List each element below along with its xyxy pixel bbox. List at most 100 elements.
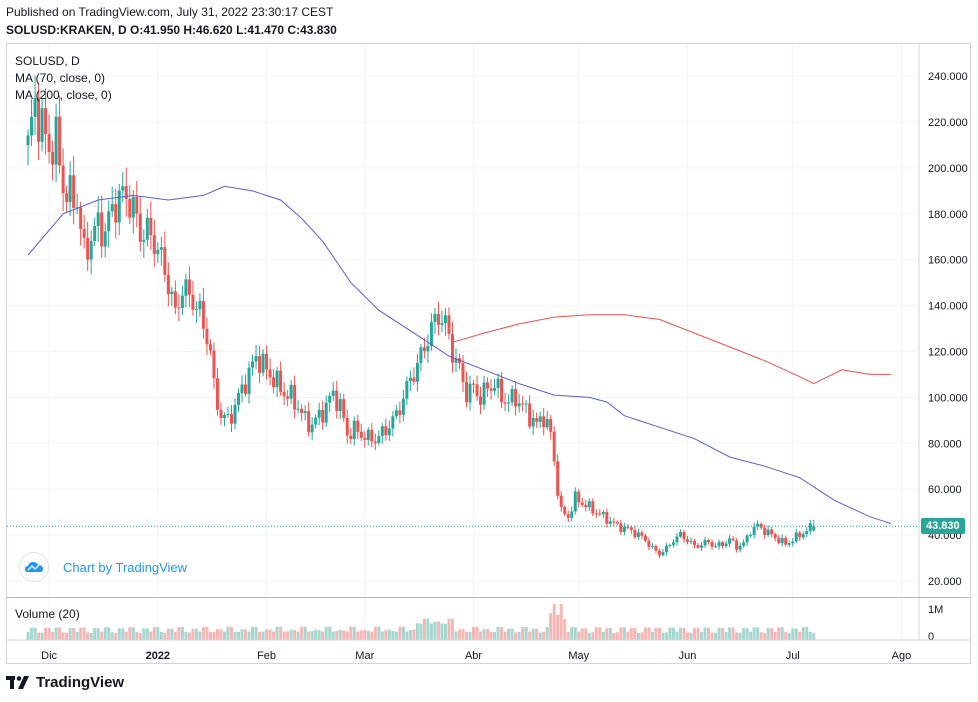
volume-bar	[166, 628, 170, 640]
legend-volume: Volume (20)	[15, 607, 80, 621]
volume-bar	[489, 632, 493, 640]
candle-body	[710, 542, 714, 547]
candle-body	[556, 461, 560, 496]
volume-bar	[114, 632, 118, 640]
volume-bar	[486, 628, 490, 640]
candle-body	[124, 186, 128, 199]
volume-bar	[103, 627, 107, 640]
volume-bar	[177, 626, 181, 640]
candle-body	[549, 418, 553, 432]
candle-body	[573, 491, 577, 512]
candle-body	[633, 529, 637, 537]
volume-bar	[391, 630, 395, 640]
candle-body	[426, 345, 430, 352]
y-tick-label: 220.000	[928, 117, 968, 129]
volume-bar	[693, 627, 697, 640]
volume-bar	[671, 627, 675, 640]
candle-body	[40, 108, 44, 142]
chart-frame[interactable]: 20.000 40.000 60.000 80.000 100.000 120.000 14…	[6, 43, 971, 664]
volume-bar	[145, 628, 149, 640]
candle-body	[408, 377, 412, 382]
volume-bar	[798, 631, 802, 640]
volume-bar	[247, 631, 251, 640]
volume-bar	[380, 631, 384, 640]
volume-bar	[191, 628, 195, 640]
volume-bar	[401, 626, 405, 640]
volume-bar	[82, 627, 86, 640]
candle-body	[749, 535, 753, 537]
chart-canvas[interactable]: 20.00040.00060.00080.000100.000120.00014…	[7, 44, 971, 664]
tradingview-logo-icon	[6, 675, 29, 689]
x-tick-label: 2022	[146, 650, 170, 662]
volume-bar	[563, 618, 567, 640]
volume-bar	[40, 632, 44, 640]
candle-body	[612, 521, 616, 523]
candle-body	[261, 353, 265, 373]
legend-ma200: MA (200, close, 0)	[15, 88, 112, 102]
volume-bar	[219, 629, 223, 640]
volume-bar	[482, 629, 486, 640]
candle-body	[703, 539, 707, 546]
volume-bar	[338, 629, 342, 640]
candle-body	[121, 186, 125, 191]
candle-body	[359, 431, 363, 438]
candle-body	[72, 175, 76, 208]
candle-body	[177, 307, 181, 309]
candle-body	[552, 431, 556, 462]
chart-by-tradingview-badge[interactable]: Chart by TradingView	[19, 551, 187, 583]
candle-body	[114, 204, 118, 223]
volume-bar	[194, 628, 198, 640]
candle-body	[503, 402, 507, 404]
volume-bar	[626, 631, 630, 640]
candle-body	[773, 534, 777, 539]
candle-body	[461, 363, 465, 382]
volume-bar	[724, 631, 728, 640]
candle-body	[198, 301, 202, 310]
volume-bar	[650, 631, 654, 640]
volume-bar	[717, 627, 721, 640]
volume-bar	[398, 626, 402, 640]
ma200-line	[452, 314, 891, 385]
volume-bar	[205, 626, 209, 640]
candle-body	[279, 370, 283, 392]
candle-body	[156, 249, 160, 255]
volume-bar	[180, 626, 184, 640]
volume-bar	[387, 629, 391, 640]
volume-bar	[265, 629, 269, 640]
volume-bar	[531, 628, 535, 640]
candle-body	[514, 389, 518, 407]
volume-bar	[51, 631, 55, 640]
candle-body	[535, 418, 539, 422]
volume-bar	[647, 627, 651, 640]
volume-bar	[124, 631, 128, 640]
volume-bar	[419, 623, 423, 640]
x-tick-label: Abr	[465, 650, 482, 662]
volume-bar	[79, 627, 83, 640]
volume-bar	[735, 632, 739, 640]
volume-bar	[664, 632, 668, 640]
volume-bar	[310, 630, 314, 640]
volume-bar	[443, 623, 447, 640]
y-tick-label: 100.000	[928, 392, 968, 404]
candle-body	[187, 279, 191, 295]
candle-body	[640, 532, 644, 536]
volume-bar	[752, 627, 756, 640]
volume-bar	[58, 627, 62, 640]
volume-bar	[549, 613, 553, 640]
volume-bar	[570, 627, 574, 640]
volume-bar	[107, 627, 111, 640]
volume-bar	[524, 626, 528, 640]
candle-body	[272, 377, 276, 388]
volume-bar	[528, 631, 532, 640]
volume-bar	[100, 631, 104, 640]
footer-brand[interactable]: TradingView	[6, 674, 124, 691]
y-tick-label: 60.000	[928, 484, 962, 496]
volume-tick-label: 1M	[928, 604, 943, 616]
volume-bar	[226, 626, 230, 640]
volume-bar	[152, 627, 156, 640]
candle-body	[433, 313, 437, 323]
y-tick-label: 140.000	[928, 301, 968, 313]
candle-body	[293, 385, 297, 410]
chart-by-tradingview-link[interactable]: Chart by TradingView	[63, 559, 188, 575]
x-tick-label: Mar	[355, 650, 374, 662]
